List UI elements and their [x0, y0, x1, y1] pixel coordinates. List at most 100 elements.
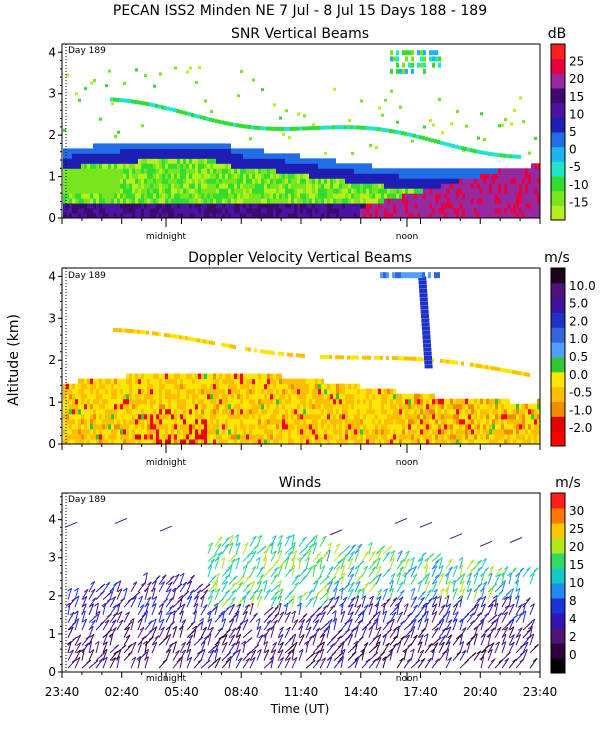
doppler-cell [147, 373, 150, 380]
snr-cell [429, 203, 432, 209]
doppler-cell [174, 423, 177, 430]
snr-cell [387, 203, 390, 209]
doppler-cell [378, 398, 381, 405]
wind-barb-flag [89, 633, 95, 638]
doppler-cell [504, 438, 507, 445]
doppler-cell [135, 433, 138, 440]
snr-cell [240, 153, 243, 159]
doppler-cell [108, 423, 111, 430]
doppler-cell [93, 418, 96, 425]
snr-cell [351, 188, 354, 194]
snr-cell [495, 178, 498, 184]
doppler-cell [489, 408, 492, 415]
doppler-cell [207, 418, 210, 425]
snr-cell [381, 198, 384, 204]
snr-cell [252, 153, 255, 159]
doppler-cell [339, 393, 342, 400]
snr-cell [330, 183, 333, 189]
snr-cell [438, 183, 441, 189]
snr-cell [525, 168, 528, 174]
doppler-cell [111, 398, 114, 405]
snr-cell [372, 213, 375, 219]
doppler-cell [306, 398, 309, 405]
doppler-cell [405, 413, 408, 420]
wind-barb-flag [216, 543, 222, 548]
doppler-cell [78, 428, 81, 435]
doppler-cell [402, 428, 405, 435]
doppler-cell [393, 413, 396, 420]
snr-cell [414, 193, 417, 199]
snr-cell [102, 158, 105, 164]
snr-cell [234, 173, 237, 179]
snr-cell [165, 148, 168, 154]
doppler-cell [396, 413, 399, 420]
doppler-cell [189, 418, 192, 425]
snr-cell [435, 173, 438, 179]
snr-cell [198, 178, 201, 184]
snr-cell [465, 124, 468, 128]
snr-cell [351, 178, 354, 184]
snr-cell [498, 213, 501, 219]
snr-cell [360, 208, 363, 214]
doppler-cell [398, 356, 401, 361]
doppler-cell [339, 408, 342, 415]
doppler-cell [420, 301, 429, 306]
snr-cell [477, 173, 480, 179]
snr-cell [312, 198, 315, 204]
doppler-cell [390, 413, 393, 420]
doppler-cell [273, 403, 276, 410]
snr-cell [480, 168, 483, 174]
doppler-cell [177, 428, 180, 435]
doppler-cell [396, 438, 399, 445]
snr-cell [285, 203, 288, 209]
wind-barb [67, 649, 74, 661]
snr-cell [444, 178, 447, 184]
doppler-cell [150, 393, 153, 400]
wind-barb [186, 634, 194, 646]
snr-cell [369, 193, 372, 199]
doppler-cell [444, 398, 447, 405]
snr-cell [117, 208, 120, 214]
snr-cell [354, 213, 357, 219]
doppler-cell [162, 378, 165, 385]
doppler-cell [195, 423, 198, 430]
snr-cell [513, 208, 516, 214]
wind-barb [235, 534, 240, 547]
doppler-cell [162, 413, 165, 420]
snr-cell [372, 203, 375, 209]
doppler-cell [285, 438, 288, 445]
snr-cell [471, 193, 474, 199]
doppler-cell [156, 403, 159, 410]
doppler-cell [306, 413, 309, 420]
doppler-cell [225, 418, 228, 425]
snr-cell [174, 193, 177, 199]
doppler-cell [243, 398, 246, 405]
snr-cell [189, 193, 192, 199]
snr-cell [456, 110, 459, 114]
snr-cell [150, 148, 153, 154]
doppler-cell [525, 438, 528, 445]
wind-barb-flag [148, 620, 153, 625]
snr-cell [282, 158, 285, 164]
snr-cell [531, 178, 534, 184]
wind-barb-flag [107, 591, 113, 596]
snr-cell [492, 183, 495, 189]
snr-cell [435, 193, 438, 199]
doppler-cell [144, 378, 147, 385]
wind-barb-flag [191, 629, 197, 633]
doppler-cell [192, 433, 195, 440]
wind-barb [207, 618, 213, 631]
doppler-cell [258, 403, 261, 410]
doppler-cell [474, 413, 477, 420]
doppler-cell [324, 398, 327, 405]
doppler-cell [438, 413, 441, 420]
snr-cell [507, 178, 510, 184]
doppler-cell [102, 413, 105, 420]
snr-cell [333, 213, 336, 219]
snr-cell [216, 198, 219, 204]
snr-cell [294, 168, 297, 174]
snr-cell [276, 213, 279, 219]
doppler-cell [237, 393, 240, 400]
wind-barb [74, 595, 80, 608]
doppler-cell [174, 403, 177, 410]
